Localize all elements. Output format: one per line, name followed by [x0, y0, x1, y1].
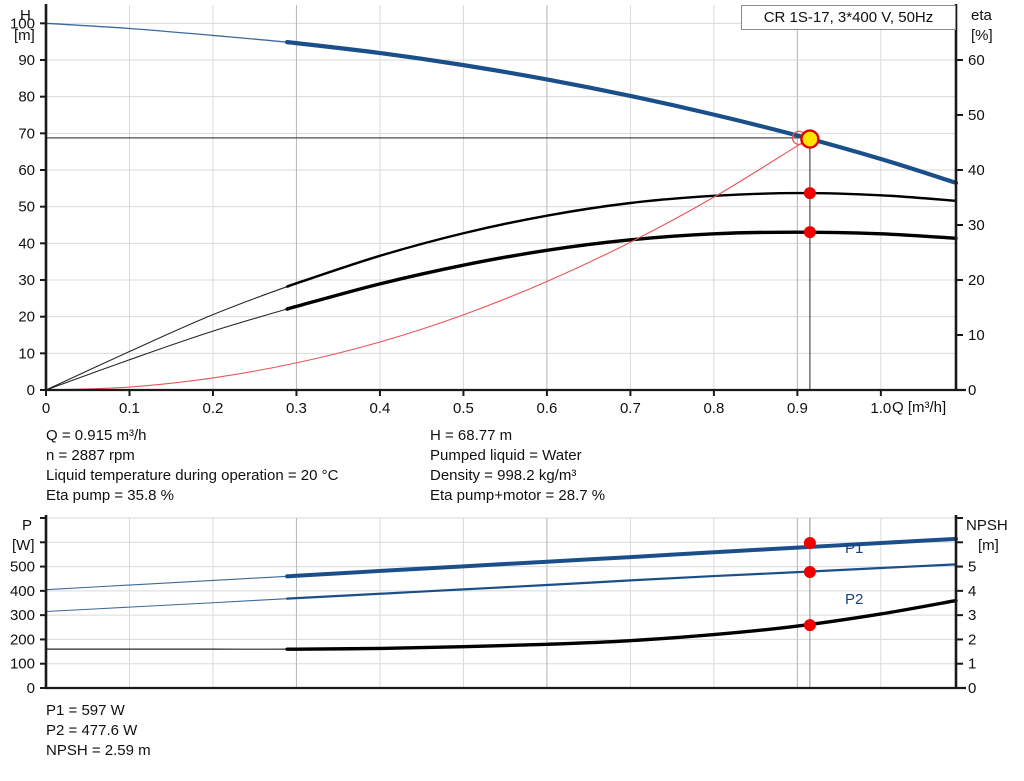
tick-label-x: 0.6: [536, 400, 557, 417]
duty-info-flow: Q = 0.915 m³/h: [46, 427, 147, 444]
power-info-p2: P2 = 477.6 W: [46, 722, 138, 739]
power-info-p1: P1 = 597 W: [46, 702, 125, 719]
power-npsh-chart: 0 100 200 300 400 500 0 1 2 3 4 5 P1 P2: [10, 515, 976, 697]
p1-duty-marker: [803, 537, 816, 550]
tick-label-x: 0.4: [370, 400, 391, 417]
tick-label-y-left: 50: [18, 199, 35, 216]
tick-label-y-right: 50: [968, 107, 985, 124]
p2-duty-marker: [803, 566, 816, 579]
tick-label-y-left: 80: [18, 89, 35, 106]
top-chart-curves: [45, 22, 959, 391]
tick-label-x: 0: [42, 400, 50, 417]
tick-label-y-left: 60: [18, 162, 35, 179]
top-plot-background: [46, 5, 956, 390]
duty-point-marker[interactable]: [800, 129, 820, 149]
tick-label-x: 0.8: [703, 400, 724, 417]
tick-label-y-left: 40: [18, 235, 35, 252]
top-chart-tick-labels: 0 10 20 30 40 50 60 70 80 90 100 0 10 20 30 40 50 60 0 0.1 0…: [10, 15, 985, 417]
bottom-chart-tick-labels: 0 100 200 300 400 500 0 1 2 3 4 5: [10, 559, 976, 697]
tick-label-y-right: 0: [968, 382, 976, 399]
tick-label-x: 0.7: [620, 400, 641, 417]
tick-label-y-left: 30: [18, 272, 35, 289]
tick-label-y-left: 20: [18, 309, 35, 326]
tick-label-y-left: 70: [18, 125, 35, 142]
tick-label-y-left: 400: [10, 583, 35, 600]
curve-p1-bold: [285, 536, 958, 579]
curve-h-head--bold: [284, 40, 959, 185]
tick-label-y-right: 3: [968, 607, 976, 624]
tick-label-x: 0.5: [453, 400, 474, 417]
tick-label-y-left: 90: [18, 52, 35, 69]
tick-label-y-left: 0: [27, 382, 35, 399]
curve-npsh-bold: [285, 598, 958, 651]
tick-label-y-left: 200: [10, 631, 35, 648]
tick-label-y-left: 10: [18, 345, 35, 362]
tick-label-y-left: 0: [27, 680, 35, 697]
bottom-plot-background: [46, 518, 956, 688]
tick-label-y-left: 500: [10, 559, 35, 576]
curve-system: [45, 137, 811, 391]
tick-label-x: 0.9: [787, 400, 808, 417]
npsh-duty-marker: [803, 619, 816, 632]
duty-info-temperature: Liquid temperature during operation = 20…: [46, 467, 339, 484]
duty-info-right: H = 68.77 m Pumped liquid = Water Densit…: [430, 426, 605, 506]
tick-label-y-right: 0: [968, 680, 976, 697]
tick-label-y-right: 10: [968, 327, 985, 344]
tick-label-y-left: 100: [10, 656, 35, 673]
duty-info-speed: n = 2887 rpm: [46, 447, 135, 464]
duty-info-eta-pump: Eta pump = 35.8 %: [46, 487, 174, 504]
eta-pump-motor-duty-marker: [803, 226, 816, 239]
p1-curve-label: P1: [845, 540, 863, 557]
duty-info-liquid: Pumped liquid = Water: [430, 447, 582, 464]
pump-model-title: CR 1S-17, 3*400 V, 50Hz: [741, 5, 956, 30]
top-chart-axes: [40, 4, 966, 396]
tick-label-y-right: 60: [968, 52, 985, 69]
duty-info-eta-pump-motor: Eta pump+motor = 28.7 %: [430, 487, 606, 504]
duty-info-head: H = 68.77 m: [430, 427, 513, 444]
bottom-chart-axes: [40, 515, 966, 690]
p2-curve-label: P2: [845, 591, 863, 608]
eta-pump-duty-marker: [803, 187, 816, 200]
tick-label-y-right: 4: [968, 583, 976, 600]
duty-info-density: Density = 998.2 kg/m³: [430, 467, 577, 484]
tick-label-x: 1.0: [870, 400, 891, 417]
tick-label-y-right: 5: [968, 559, 976, 576]
tick-label-y-right: 1: [968, 656, 976, 673]
tick-label-y-left: 100: [10, 15, 35, 32]
power-info-npsh: NPSH = 2.59 m: [46, 742, 151, 759]
tick-label-y-right: 40: [968, 162, 985, 179]
bottom-chart-curves: [45, 518, 958, 688]
tick-label-x: 0.2: [203, 400, 224, 417]
head-efficiency-chart: 0 10 20 30 40 50 60 70 80 90 100 0 10 20 30 40 50 60 0 0.1 0…: [10, 4, 985, 417]
tick-label-x: 0.1: [119, 400, 140, 417]
tick-label-y-left: 300: [10, 607, 35, 624]
tick-label-y-right: 20: [968, 272, 985, 289]
tick-label-y-right: 30: [968, 217, 985, 234]
power-info-block: P1 = 597 W P2 = 477.6 W NPSH = 2.59 m: [46, 701, 151, 761]
duty-info-left: Q = 0.915 m³/h n = 2887 rpm Liquid tempe…: [46, 426, 338, 506]
curve-eta-pump-bold: [285, 191, 958, 288]
tick-label-y-right: 2: [968, 631, 976, 648]
curve-eta-pump-motor-bold: [285, 230, 958, 311]
tick-label-x: 0.3: [286, 400, 307, 417]
curve-p2-bold: [285, 563, 958, 600]
